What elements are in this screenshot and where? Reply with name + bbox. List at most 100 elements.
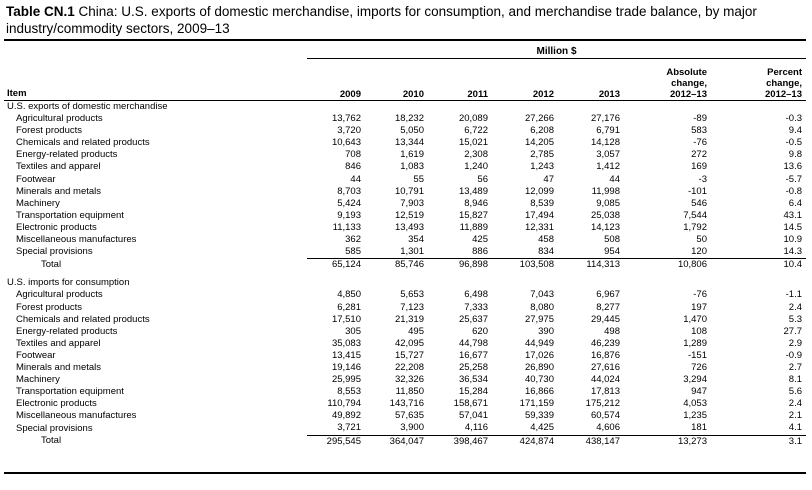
cell-value: 12,331 xyxy=(524,221,554,233)
cell-value: 8,277 xyxy=(596,301,620,313)
cell-value: 32,326 xyxy=(394,374,424,386)
cell-value: 546 xyxy=(691,197,707,209)
cell-value: 110,794 xyxy=(327,398,361,410)
cell-value: 17,813 xyxy=(590,386,620,398)
row-label: Energy-related products xyxy=(16,149,118,161)
row-label: Machinery xyxy=(16,197,60,209)
cell-value: 3,720 xyxy=(337,125,361,137)
col-2010: 2010 xyxy=(365,58,428,101)
cell-value: 15,827 xyxy=(458,209,488,221)
cell-value: -0.3 xyxy=(785,113,802,125)
cell-value: 44,949 xyxy=(524,337,554,349)
table-caption: Table CN.1 China: U.S. exports of domest… xyxy=(6,3,806,37)
cell-value: 10,791 xyxy=(394,185,424,197)
table-row: Special provisions 3,721 3,900 4,116 4,425 4,… xyxy=(4,422,806,435)
total-value: 103,508 xyxy=(492,258,558,272)
cell-value: 2.4 xyxy=(788,398,802,410)
cell-value: 4,850 xyxy=(337,289,361,301)
cell-value: 1,235 xyxy=(683,410,707,422)
table-row: Miscellaneous manufactures 49,892 57,635 57… xyxy=(4,410,806,422)
cell-value: 143,716 xyxy=(389,398,424,410)
cell-value: -1.1 xyxy=(785,289,802,301)
cell-value: 27.7 xyxy=(783,325,803,337)
col-2012: 2012 xyxy=(492,58,558,101)
row-label: Footwear xyxy=(16,173,56,185)
cell-value: 44,024 xyxy=(590,374,620,386)
cell-value: 1,243 xyxy=(530,161,554,173)
cell-value: 14,128 xyxy=(590,137,620,149)
cell-value: 17,494 xyxy=(524,209,554,221)
unit-header: Million $ xyxy=(536,46,577,57)
row-label: Machinery xyxy=(16,374,60,386)
cell-value: 2.9 xyxy=(788,337,802,349)
cell-value: 6,208 xyxy=(530,125,554,137)
table-row: Minerals and metals 8,703 10,791 13,489 12,0… xyxy=(4,186,806,198)
cell-value: 1,792 xyxy=(683,221,707,233)
exports-section: U.S. exports of domestic merchandise Agr… xyxy=(4,101,806,272)
cell-value: 834 xyxy=(538,246,554,258)
cell-value: 36,534 xyxy=(458,374,488,386)
cell-value: 8,553 xyxy=(337,386,361,398)
row-label: Agricultural products xyxy=(16,113,103,125)
cell-value: 44 xyxy=(350,173,361,185)
row-label: Forest products xyxy=(16,301,82,313)
table-row: Agricultural products 4,850 5,653 6,498 7,04… xyxy=(4,289,806,301)
table-row: Footwear 13,415 15,727 16,677 17,026 16,876 -1… xyxy=(4,350,806,362)
cell-value: 2.7 xyxy=(788,361,802,373)
cell-value: 886 xyxy=(472,246,488,258)
cell-value: -151 xyxy=(687,349,707,361)
cell-value: 4,053 xyxy=(683,398,707,410)
cell-value: 25,258 xyxy=(458,361,488,373)
col-2013: 2013 xyxy=(558,58,624,101)
total-value: 114,313 xyxy=(558,258,624,272)
cell-value: 43.1 xyxy=(783,209,803,221)
cell-value: 8.1 xyxy=(788,374,802,386)
cell-value: 1,470 xyxy=(683,313,707,325)
total-label: Total xyxy=(41,258,62,270)
table-row: Transportation equipment 9,193 12,519 15,82… xyxy=(4,210,806,222)
cell-value: 8,080 xyxy=(530,301,554,313)
cell-value: 10.9 xyxy=(783,234,803,246)
cell-value: 7,123 xyxy=(400,301,424,313)
table-row: Transportation equipment 8,553 11,850 15,28… xyxy=(4,386,806,398)
cell-value: -89 xyxy=(693,113,707,125)
cell-value: 14,205 xyxy=(524,137,554,149)
cell-value: 8,946 xyxy=(464,197,488,209)
table-row: Forest products 3,720 5,050 6,722 6,208 6,791… xyxy=(4,125,806,137)
cell-value: 25,038 xyxy=(590,209,620,221)
table-row: Machinery 5,424 7,903 8,946 8,539 9,085 546 6.4 xyxy=(4,198,806,210)
cell-value: -0.9 xyxy=(785,349,802,361)
col-percent-change: Percent change, 2012–13 xyxy=(711,58,806,101)
cell-value: 47 xyxy=(543,173,554,185)
cell-value: 11,998 xyxy=(591,185,620,197)
cell-value: 6,722 xyxy=(464,125,488,137)
cell-value: 60,574 xyxy=(590,410,620,422)
table-label: Table CN.1 xyxy=(6,4,75,19)
table-title: China: U.S. exports of domestic merchand… xyxy=(6,4,757,36)
cell-value: 18,232 xyxy=(394,113,424,125)
total-label: Total xyxy=(41,435,62,447)
cell-value: 2.1 xyxy=(788,410,802,422)
cell-value: 7,043 xyxy=(530,289,554,301)
table-row: Textiles and apparel 35,083 42,095 44,798 44… xyxy=(4,338,806,350)
total-value: 13,273 xyxy=(624,434,711,448)
col-item: Item xyxy=(4,58,307,101)
table-row: Agricultural products 13,762 18,232 20,089 2… xyxy=(4,113,806,125)
table-row: Forest products 6,281 7,123 7,333 8,080 8,277… xyxy=(4,302,806,314)
cell-value: 27,266 xyxy=(524,113,554,125)
cell-value: 59,339 xyxy=(524,410,554,422)
table-row: Energy-related products 305 495 620 390 498 10… xyxy=(4,326,806,338)
row-label: Energy-related products xyxy=(16,325,118,337)
top-rule xyxy=(4,39,806,41)
total-value: 438,147 xyxy=(558,434,624,448)
total-value: 65,124 xyxy=(307,258,365,272)
cell-value: 305 xyxy=(345,325,361,337)
cell-value: 26,890 xyxy=(524,361,554,373)
cell-value: -0.5 xyxy=(785,137,802,149)
cell-value: 27,975 xyxy=(524,313,554,325)
col-absolute-change: Absolute change, 2012–13 xyxy=(624,58,711,101)
cell-value: 954 xyxy=(604,246,620,258)
table-row: Energy-related products 708 1,619 2,308 2,78… xyxy=(4,149,806,161)
cell-value: 12,519 xyxy=(394,209,424,221)
cell-value: 846 xyxy=(345,161,361,173)
